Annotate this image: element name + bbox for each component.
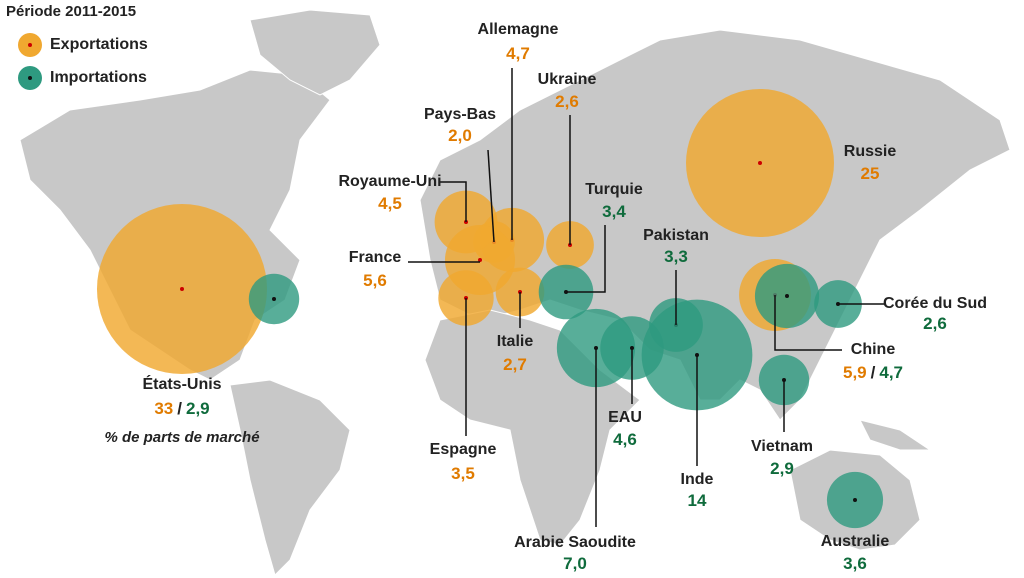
- labels: États-Unis33/2,9Allemagne4,7Ukraine2,6Pa…: [142, 21, 987, 573]
- country-name: Turquie: [585, 181, 643, 198]
- country-values: 3,3: [664, 247, 688, 266]
- export-value: 33: [154, 399, 173, 418]
- country-name: Australie: [821, 533, 890, 550]
- import-value: 2,6: [923, 314, 947, 333]
- leader-line: [566, 225, 606, 293]
- country-name: Ukraine: [538, 71, 597, 88]
- country-name: Chine: [851, 341, 896, 358]
- import-dot: [853, 498, 857, 502]
- export-value: 25: [861, 164, 880, 183]
- import-dot: [785, 294, 789, 298]
- country-name: Vietnam: [751, 438, 813, 455]
- title: Période 2011-2015: [6, 3, 136, 20]
- country-values: 4,7: [506, 44, 530, 63]
- country-values: 4,6: [613, 430, 637, 449]
- country-name: Pays-Bas: [424, 106, 496, 123]
- export-value: 4,5: [378, 194, 402, 213]
- country-name: Espagne: [430, 441, 497, 458]
- country-values: 5,6: [363, 271, 387, 290]
- import-value: 2,9: [770, 459, 794, 478]
- note: % de parts de marché: [104, 429, 259, 446]
- country-values: 3,4: [602, 202, 626, 221]
- legend-label: Importations: [50, 69, 147, 86]
- country-name: Russie: [844, 143, 897, 160]
- country-values: 7,0: [563, 554, 587, 573]
- export-dot: [180, 287, 184, 291]
- country-values: 33/2,9: [154, 399, 209, 418]
- legend-label: Exportations: [50, 36, 148, 53]
- legend-dot: [28, 76, 32, 80]
- leader-line: [440, 181, 467, 222]
- import-value: 3,6: [843, 554, 867, 573]
- export-value: 2,7: [503, 355, 527, 374]
- country-name: Inde: [681, 471, 714, 488]
- import-value: 14: [688, 491, 707, 510]
- country-values: 3,6: [843, 554, 867, 573]
- export-value: 3,5: [451, 464, 475, 483]
- country-values: 2,7: [503, 355, 527, 374]
- import-value: 4,6: [613, 430, 637, 449]
- export-dot: [758, 161, 762, 165]
- import-value: 2,9: [186, 399, 210, 418]
- export-dot: [478, 258, 482, 262]
- country-values: 14: [688, 491, 707, 510]
- country-values: 4,5: [378, 194, 402, 213]
- country-name: Arabie Saoudite: [514, 534, 636, 551]
- separator: /: [871, 363, 876, 382]
- country-name: Pakistan: [643, 227, 709, 244]
- country-name: Allemagne: [478, 21, 559, 38]
- country-values: 3,5: [451, 464, 475, 483]
- country-values: 5,9/4,7: [843, 363, 903, 382]
- country-values: 2,9: [770, 459, 794, 478]
- export-value: 2,6: [555, 92, 579, 111]
- country-name: Italie: [497, 333, 534, 350]
- import-value: 7,0: [563, 554, 587, 573]
- country-name: Royaume-Uni: [338, 173, 441, 190]
- country-name: États-Unis: [142, 374, 221, 393]
- bubbles: [96, 89, 884, 529]
- legend-dot: [28, 43, 32, 47]
- separator: /: [177, 399, 182, 418]
- import-dot: [272, 297, 276, 301]
- country-name: Corée du Sud: [883, 295, 987, 312]
- country-values: 25: [861, 164, 880, 183]
- country-values: 2,0: [448, 126, 472, 145]
- country-name: EAU: [608, 409, 642, 426]
- leader-line: [774, 295, 842, 351]
- country-values: 2,6: [555, 92, 579, 111]
- country-values: 2,6: [923, 314, 947, 333]
- country-name: France: [349, 249, 402, 266]
- import-value: 3,4: [602, 202, 626, 221]
- import-value: 3,3: [664, 247, 688, 266]
- leader-line: [487, 149, 495, 243]
- import-value: 4,7: [879, 363, 903, 382]
- export-value: 2,0: [448, 126, 472, 145]
- export-value: 5,9: [843, 363, 867, 382]
- export-value: 5,6: [363, 271, 387, 290]
- export-value: 4,7: [506, 44, 530, 63]
